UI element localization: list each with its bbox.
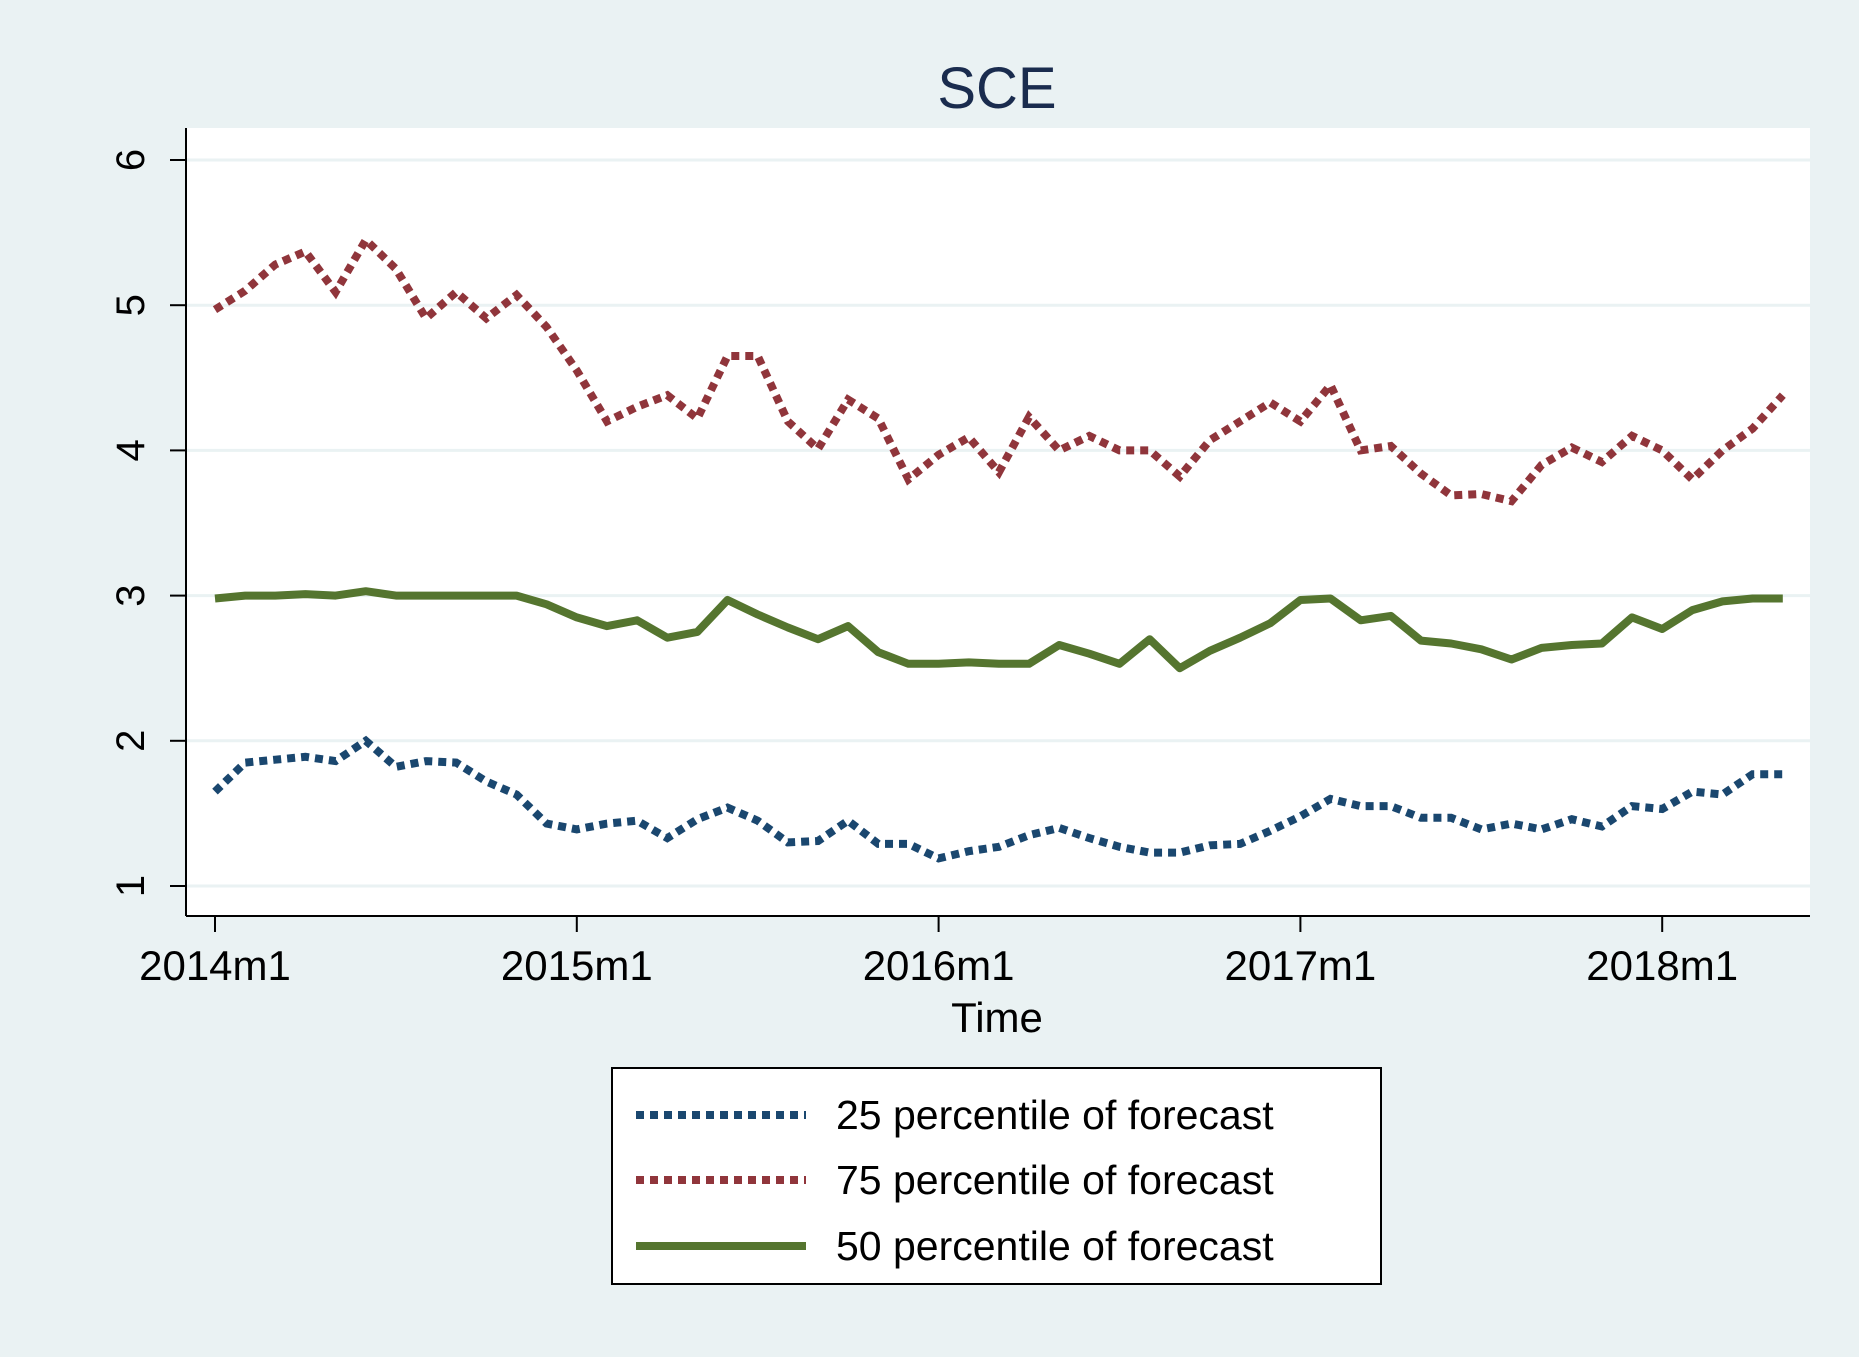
plot-area bbox=[186, 128, 1810, 916]
legend-label: 50 percentile of forecast bbox=[836, 1223, 1274, 1269]
legend: 25 percentile of forecast 75 percentile o… bbox=[611, 1067, 1382, 1285]
y-tick-label: 1 bbox=[109, 875, 153, 897]
x-tick-label: 2018m1 bbox=[1586, 942, 1738, 989]
x-tick-label: 2015m1 bbox=[501, 942, 653, 989]
y-tick-label: 4 bbox=[109, 439, 153, 461]
series-line-75-percentile-of-forecast bbox=[212, 233, 1786, 506]
x-tick-label: 2014m1 bbox=[139, 942, 291, 989]
y-tick-label: 2 bbox=[109, 730, 153, 752]
y-tick-label: 5 bbox=[109, 294, 153, 316]
x-axis-ticks: 2014m1 2015m1 2016m1 2017m1 2018m1 bbox=[139, 916, 1738, 989]
series-lines bbox=[212, 233, 1786, 863]
y-tick-label: 3 bbox=[109, 584, 153, 606]
legend-label: 75 percentile of forecast bbox=[836, 1157, 1274, 1203]
x-tick-label: 2016m1 bbox=[863, 942, 1015, 989]
series-line-50-percentile-of-forecast bbox=[214, 587, 1783, 673]
x-tick-label: 2017m1 bbox=[1225, 942, 1377, 989]
x-axis-title: Time bbox=[951, 994, 1043, 1041]
legend-label: 25 percentile of forecast bbox=[836, 1092, 1274, 1138]
chart-title: SCE bbox=[937, 56, 1056, 121]
y-axis-ticks: 1 2 3 4 5 6 bbox=[109, 149, 186, 897]
series-line-25-percentile-of-forecast bbox=[212, 735, 1783, 863]
y-tick-label: 6 bbox=[109, 149, 153, 171]
